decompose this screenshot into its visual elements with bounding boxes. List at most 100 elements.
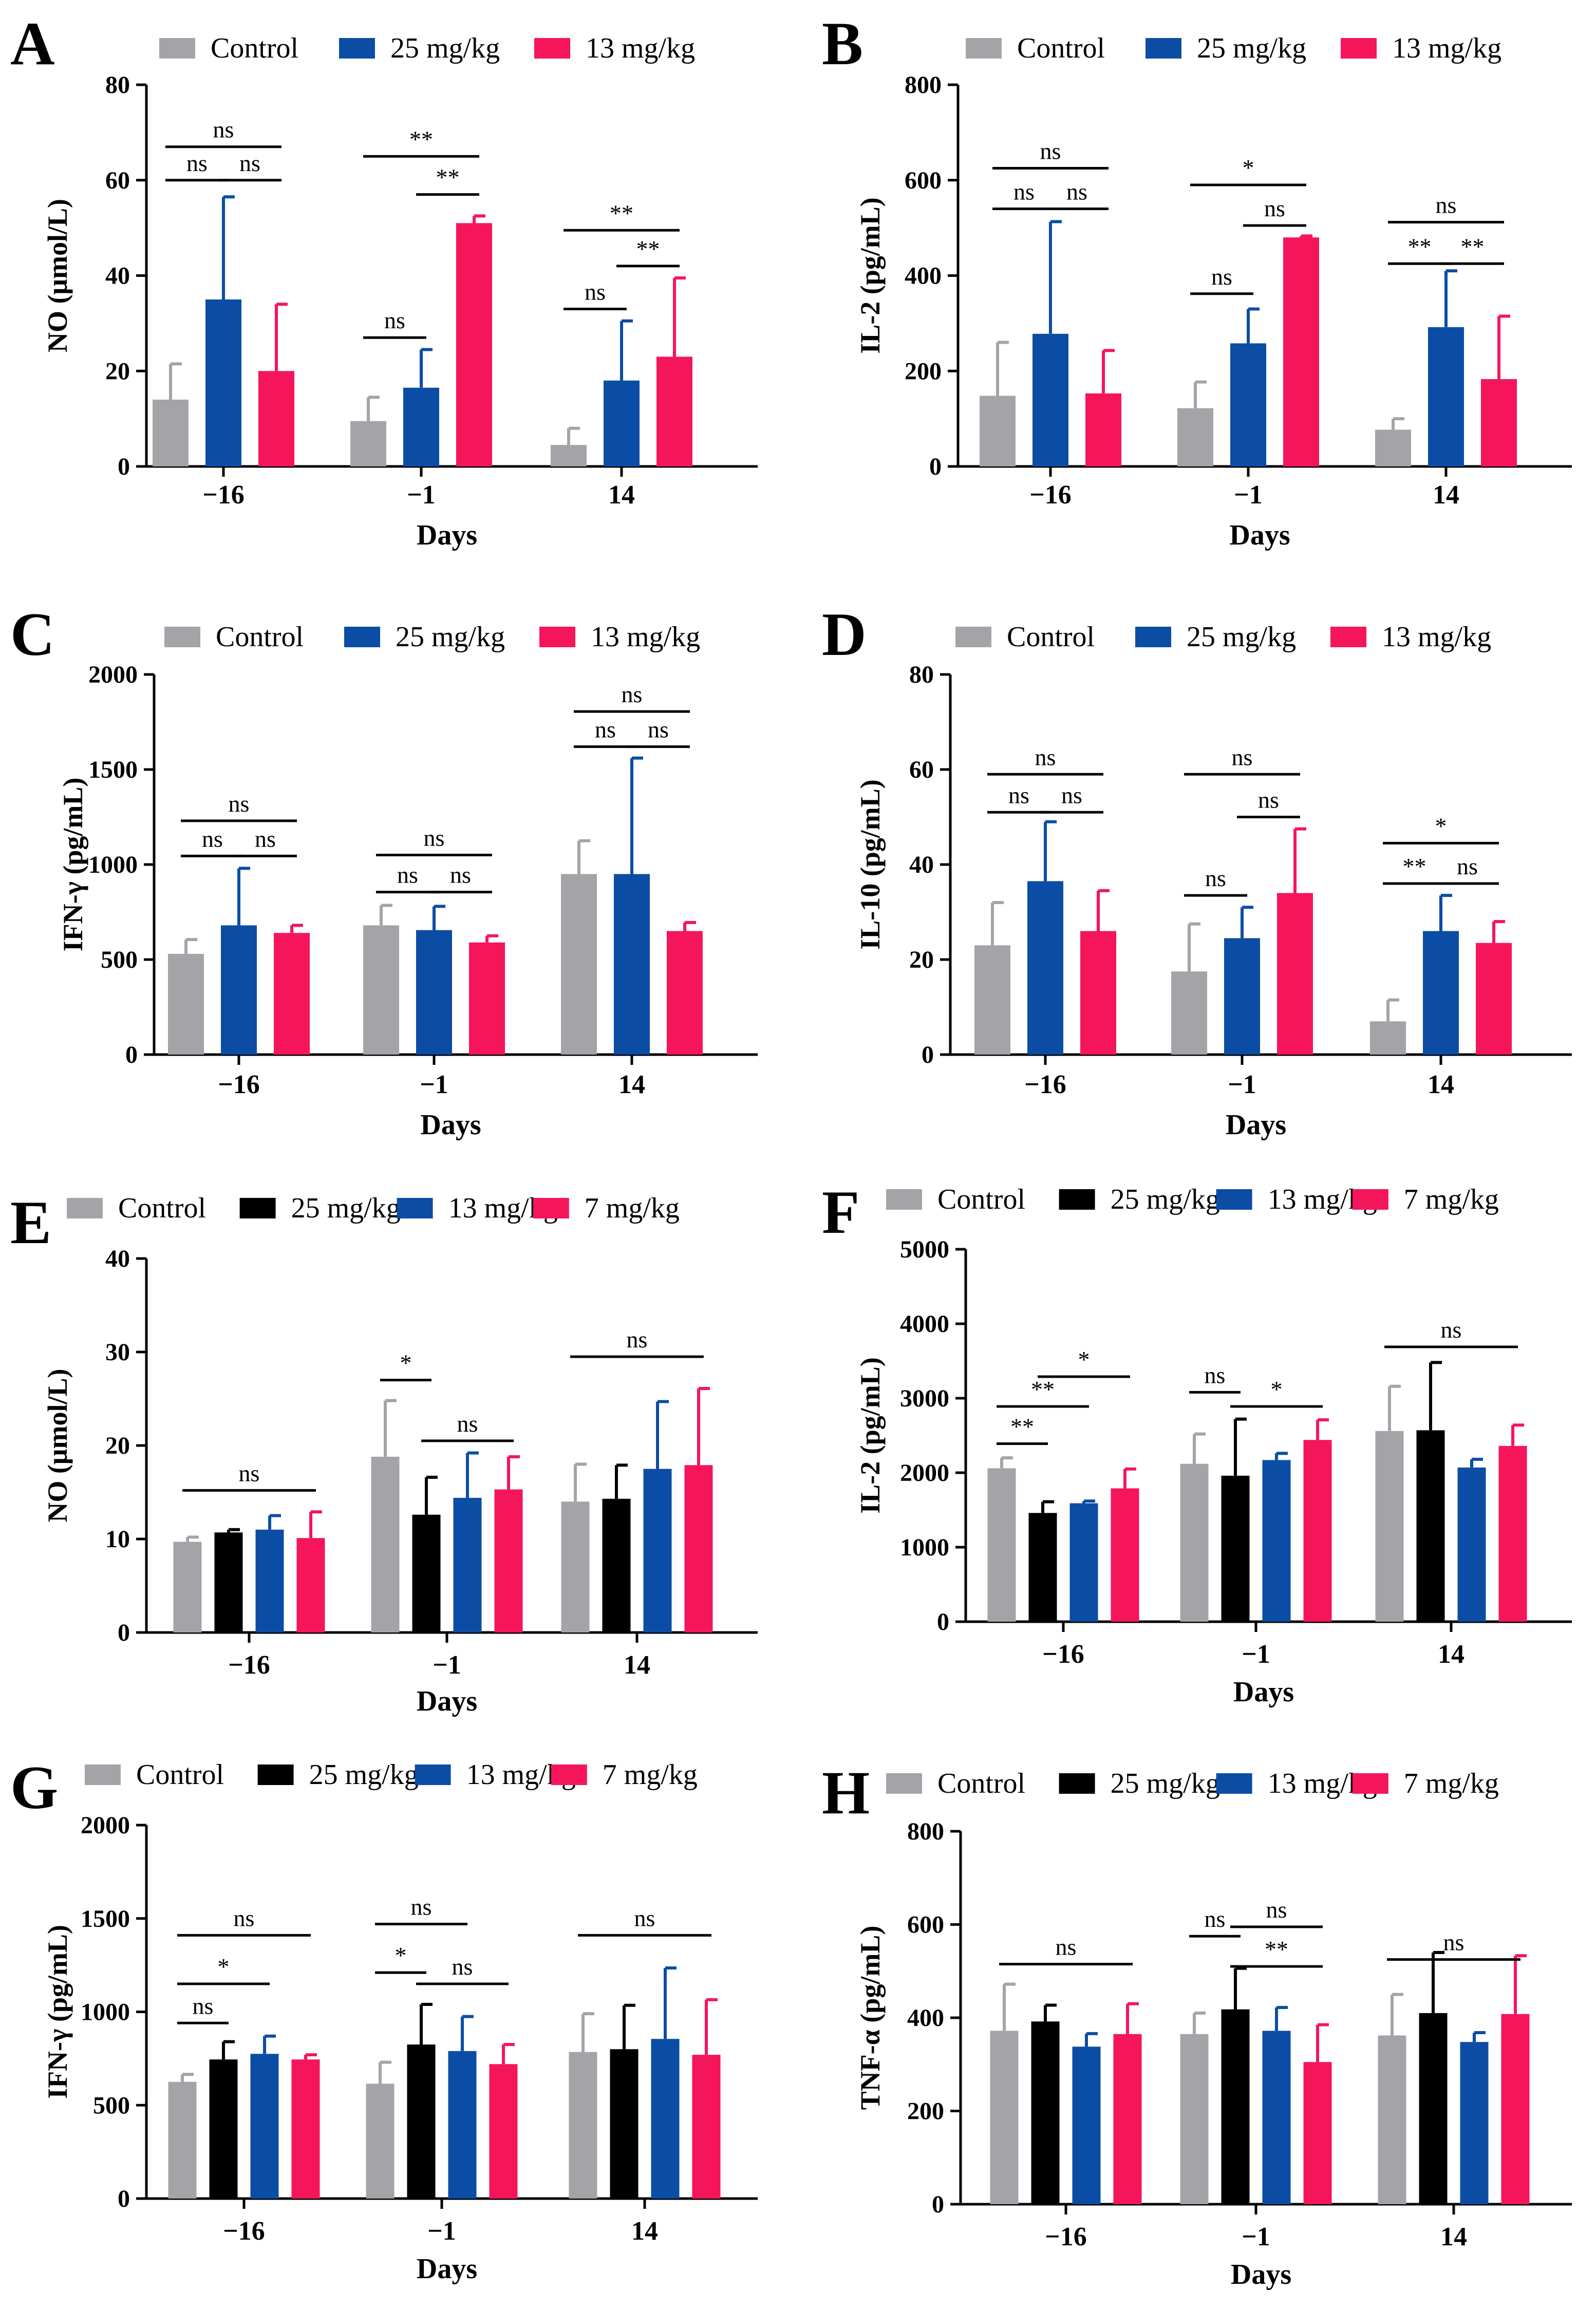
panel-letter: A	[10, 9, 55, 78]
legend-swatch	[886, 1773, 922, 1794]
significance-label: ns	[1205, 1906, 1226, 1932]
significance-label: **	[1403, 853, 1426, 879]
legend-label: 25 mg/kg	[309, 1759, 419, 1791]
y-tick-label: 60	[909, 756, 934, 783]
bar	[1221, 1475, 1250, 1622]
panel-letter: H	[822, 1758, 870, 1827]
x-tick-label: 14	[618, 1070, 645, 1099]
legend-label: Control	[1017, 32, 1105, 64]
bar	[987, 1468, 1016, 1622]
y-tick-label: 1500	[81, 1905, 130, 1932]
bar	[1481, 379, 1517, 466]
x-tick-label: 14	[1438, 1640, 1464, 1669]
x-tick-label: −1	[1228, 1070, 1256, 1099]
legend-label: 13 mg/kg	[591, 621, 700, 653]
significance-label: ns	[411, 1894, 432, 1920]
legend-swatch	[415, 1764, 451, 1785]
legend-swatch	[339, 38, 375, 59]
y-tick-label: 500	[101, 946, 138, 973]
x-axis-label: Days	[1233, 1676, 1294, 1708]
y-tick-label: 10	[105, 1526, 130, 1553]
y-tick-label: 2000	[900, 1459, 949, 1487]
x-tick-label: −1	[420, 1070, 448, 1099]
bar	[1069, 1503, 1098, 1622]
bar	[250, 2054, 279, 2199]
legend-label: Control	[1007, 621, 1095, 653]
y-tick-label: 0	[932, 2191, 944, 2218]
legend-label: 25 mg/kg	[291, 1192, 401, 1224]
panel-letter: F	[822, 1178, 859, 1246]
significance-label: **	[1010, 1413, 1034, 1439]
bar	[569, 2052, 597, 2199]
bar	[209, 2059, 238, 2199]
significance-label: ns	[457, 1411, 478, 1437]
y-tick-label: 1500	[88, 756, 138, 783]
significance-label: ns	[1061, 782, 1082, 808]
legend-swatch	[1330, 627, 1366, 647]
bar	[221, 925, 257, 1055]
significance-label: **	[409, 126, 433, 152]
bar	[1428, 327, 1464, 466]
significance-label: *	[400, 1350, 412, 1376]
bar	[173, 1542, 202, 1632]
y-tick-label: 0	[922, 1041, 934, 1068]
legend-swatch	[1059, 1189, 1095, 1210]
x-tick-label: −1	[433, 1650, 461, 1680]
legend-swatch	[966, 38, 1002, 59]
bar	[1283, 237, 1319, 466]
bar	[1111, 1488, 1139, 1622]
legend-label: 25 mg/kg	[1111, 1184, 1220, 1215]
bar	[469, 942, 505, 1055]
significance-label: ns	[1035, 744, 1056, 770]
significance-label: ns	[627, 1326, 648, 1353]
panel-letter: E	[10, 1188, 51, 1256]
panel-letter: D	[822, 600, 867, 668]
bar	[407, 2044, 436, 2199]
x-tick-label: 14	[631, 2217, 658, 2246]
panel-letter: C	[10, 600, 55, 668]
bar	[1460, 2042, 1489, 2204]
bar	[1262, 1460, 1291, 1622]
x-tick-label: −1	[1234, 480, 1263, 510]
legend-swatch	[1216, 1189, 1252, 1210]
bar	[1032, 333, 1068, 466]
y-tick-label: 600	[907, 1911, 944, 1939]
significance-label: ns	[1211, 264, 1232, 290]
x-tick-label: −1	[427, 2217, 456, 2246]
bar	[255, 1529, 284, 1632]
y-tick-label: 1000	[81, 1999, 130, 2026]
bar	[610, 2049, 639, 2199]
significance-label: ns	[255, 825, 276, 852]
y-tick-label: 200	[905, 358, 942, 385]
y-tick-label: 0	[118, 2185, 130, 2212]
y-tick-label: 500	[93, 2092, 130, 2119]
bar	[274, 933, 310, 1055]
bar	[1028, 1513, 1057, 1622]
legend-label: 7 mg/kg	[585, 1192, 680, 1224]
significance-label: **	[1408, 233, 1432, 259]
significance-label: ns	[585, 279, 606, 305]
legend-label: 7 mg/kg	[1404, 1184, 1499, 1215]
x-tick-label: −16	[202, 480, 245, 510]
y-tick-label: 600	[905, 167, 942, 194]
y-axis-label: IL-2 (pg/mL)	[855, 197, 886, 354]
bar	[656, 356, 692, 466]
y-tick-label: 2000	[88, 661, 138, 688]
x-axis-label: Days	[1226, 1109, 1286, 1141]
significance-label: **	[610, 200, 633, 226]
legend-swatch	[1135, 627, 1171, 647]
bar	[1085, 393, 1121, 466]
bar	[651, 2039, 680, 2199]
x-axis-label: Days	[417, 2253, 477, 2285]
bar	[1423, 931, 1459, 1055]
legend-swatch	[1059, 1773, 1095, 1794]
x-tick-label: −1	[1242, 1640, 1270, 1669]
x-tick-label: −16	[218, 1070, 260, 1099]
bar	[205, 299, 241, 466]
significance-label: ns	[202, 825, 223, 852]
legend-label: 13 mg/kg	[586, 32, 695, 64]
bar	[561, 1501, 590, 1632]
bar	[1080, 931, 1116, 1055]
significance-label: ns	[1205, 1362, 1226, 1388]
